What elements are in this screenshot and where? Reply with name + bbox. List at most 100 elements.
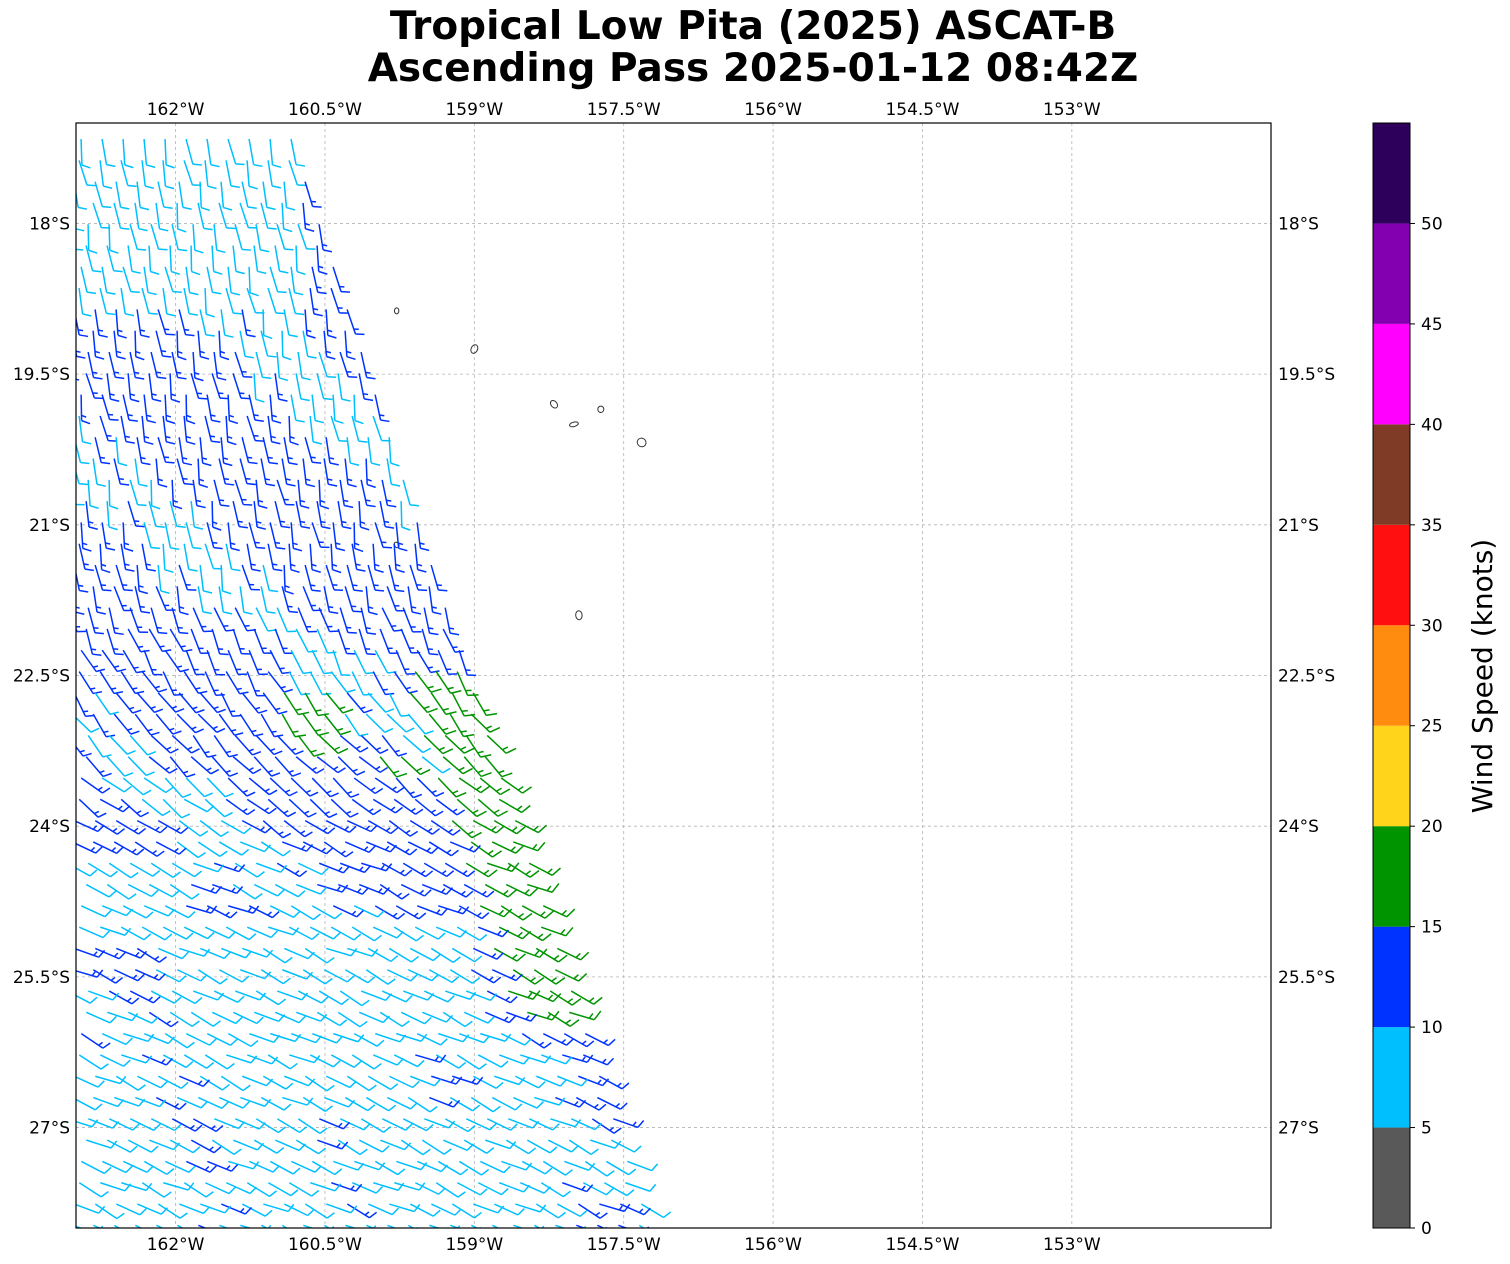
wind-barb xyxy=(498,926,532,940)
wind-barb xyxy=(309,1054,341,1068)
wind-barb xyxy=(323,458,338,487)
wind-barb xyxy=(94,692,119,715)
wind-barb xyxy=(78,160,96,187)
wind-barb xyxy=(192,351,204,382)
wind-barb xyxy=(248,905,280,919)
wind-barb xyxy=(76,716,100,733)
wind-barb xyxy=(283,437,298,466)
wind-barb xyxy=(171,224,188,252)
wind-barb xyxy=(562,1054,594,1063)
wind-barb xyxy=(470,841,502,858)
wind-barb xyxy=(225,671,249,695)
wind-barb xyxy=(157,819,189,835)
wind-barb xyxy=(479,905,513,918)
wind-barb xyxy=(183,288,199,316)
wind-barb xyxy=(435,1054,467,1069)
wind-barb xyxy=(101,266,116,295)
wind-barb xyxy=(150,734,179,754)
wind-barb xyxy=(346,692,373,714)
wind-barb xyxy=(407,1096,438,1113)
lat-tick-label: 22.5°S xyxy=(1278,667,1335,687)
wind-barb xyxy=(262,1075,294,1090)
wind-barb xyxy=(508,1118,540,1129)
wind-barb xyxy=(193,990,225,1001)
wind-barb xyxy=(171,607,189,635)
wind-barb xyxy=(373,1054,405,1066)
wind-barb xyxy=(395,905,427,920)
island-outline xyxy=(569,421,579,428)
wind-barb xyxy=(358,1011,390,1024)
wind-barb xyxy=(508,990,541,1000)
wind-barb xyxy=(318,990,350,1006)
wind-barb xyxy=(423,990,455,1003)
wind-barb xyxy=(204,415,221,444)
wind-barb xyxy=(192,224,204,254)
wind-barb xyxy=(402,1118,434,1132)
wind-barb xyxy=(288,926,320,941)
wind-barb xyxy=(388,692,410,717)
wind-barb xyxy=(164,1033,195,1049)
wind-barb xyxy=(228,905,260,914)
wind-barb xyxy=(107,1011,139,1022)
wind-barb xyxy=(218,202,236,230)
wind-barb xyxy=(100,1182,132,1192)
wind-barb xyxy=(520,1182,551,1194)
wind-barb xyxy=(323,713,352,736)
wind-barb xyxy=(269,522,286,550)
wind-barb xyxy=(136,181,150,211)
wind-barb xyxy=(122,649,146,674)
wind-barb xyxy=(463,756,492,778)
wind-barb xyxy=(304,181,322,208)
wind-barb xyxy=(186,1160,217,1173)
wind-barb xyxy=(260,458,276,487)
wind-barb xyxy=(283,692,310,716)
wind-barb xyxy=(319,1118,351,1130)
wind-barb xyxy=(148,1011,179,1028)
wind-barb xyxy=(136,819,168,834)
lon-tick-label: 156°W xyxy=(744,100,802,120)
wind-barb xyxy=(358,756,389,773)
wind-barb xyxy=(332,905,364,918)
wind-barb xyxy=(253,756,281,777)
wind-barb xyxy=(449,713,475,738)
wind-barb xyxy=(590,1139,622,1149)
wind-barb xyxy=(206,394,221,423)
wind-barb xyxy=(246,160,258,190)
wind-barb xyxy=(521,905,554,919)
wind-barb xyxy=(400,1139,431,1156)
wind-barb xyxy=(176,586,189,616)
wind-barb xyxy=(367,1075,399,1091)
wind-barb xyxy=(80,1160,112,1175)
wind-barb xyxy=(99,415,118,442)
wind-barb xyxy=(176,841,207,859)
wind-barb xyxy=(291,1160,322,1173)
wind-barb xyxy=(176,202,187,233)
wind-barb xyxy=(76,378,80,381)
wind-barb xyxy=(183,1054,215,1069)
wind-barb xyxy=(381,479,397,508)
wind-barb xyxy=(220,437,233,467)
wind-barb xyxy=(193,862,225,873)
wind-barb xyxy=(484,756,513,778)
wind-barb xyxy=(141,671,168,693)
wind-barb xyxy=(486,990,518,1004)
wind-barb xyxy=(225,415,237,446)
lon-tick-label: 153°W xyxy=(1043,100,1101,120)
wind-barb xyxy=(190,1011,221,1027)
wind-barb xyxy=(242,1075,274,1087)
wind-barb xyxy=(85,883,117,898)
wind-barb xyxy=(228,1160,260,1170)
wind-barb xyxy=(239,202,258,229)
wind-barb xyxy=(115,947,148,959)
wind-barb xyxy=(493,819,526,835)
wind-barb xyxy=(204,926,236,939)
wind-barb xyxy=(76,1119,99,1128)
wind-barb xyxy=(232,1011,264,1025)
lat-tick-label: 19.5°S xyxy=(13,365,70,385)
wind-barb xyxy=(254,1011,286,1023)
wind-barb xyxy=(211,373,230,400)
wind-barb xyxy=(99,1054,131,1067)
wind-barb xyxy=(499,1182,531,1193)
wind-barb xyxy=(106,628,124,656)
wind-barb xyxy=(358,501,370,531)
